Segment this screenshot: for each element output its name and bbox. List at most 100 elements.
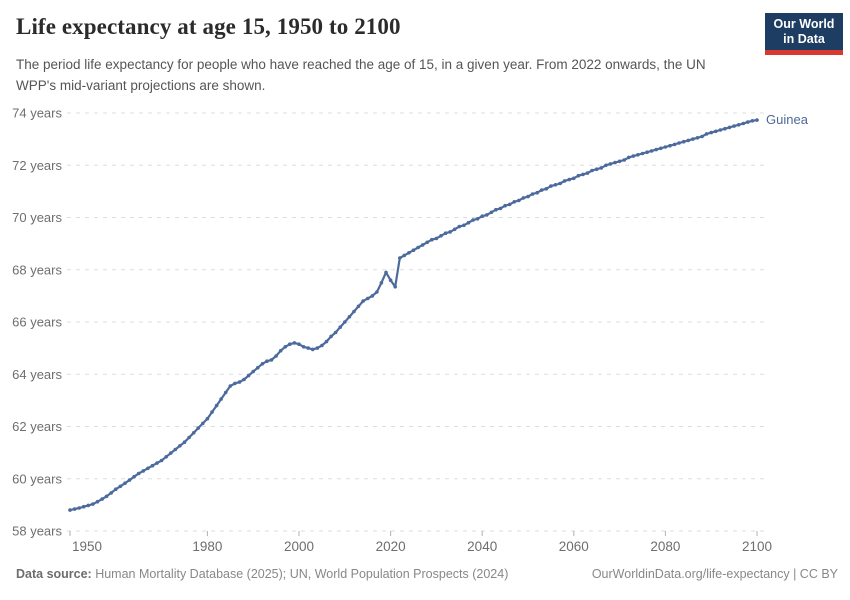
data-point-2074[interactable] [636, 153, 640, 157]
data-point-2006[interactable] [324, 339, 329, 344]
data-point-2043[interactable] [494, 207, 498, 212]
data-point-2047[interactable] [512, 200, 517, 204]
data-point-2019[interactable] [384, 270, 388, 275]
data-point-2078[interactable] [654, 147, 658, 152]
data-point-1960[interactable] [114, 487, 118, 492]
data-point-1966[interactable] [141, 469, 146, 473]
data-point-2028[interactable] [425, 240, 430, 245]
data-point-2036[interactable] [462, 223, 466, 228]
data-point-1974[interactable] [178, 444, 182, 448]
data-point-1968[interactable] [150, 463, 155, 468]
data-point-2024[interactable] [407, 251, 411, 255]
data-point-2068[interactable] [608, 162, 613, 166]
data-point-2088[interactable] [700, 134, 704, 139]
data-point-2065[interactable] [594, 167, 599, 171]
data-point-1961[interactable] [118, 484, 123, 489]
data-point-2095[interactable] [732, 124, 736, 128]
data-point-1984[interactable] [223, 390, 228, 395]
data-point-2070[interactable] [617, 159, 622, 164]
data-point-2069[interactable] [613, 160, 617, 165]
data-point-2097[interactable] [741, 121, 746, 126]
data-point-2048[interactable] [517, 198, 521, 203]
data-point-2002[interactable] [306, 346, 311, 350]
data-point-1975[interactable] [182, 440, 187, 445]
data-point-2049[interactable] [521, 196, 526, 200]
data-point-1957[interactable] [100, 497, 104, 501]
data-point-2037[interactable] [466, 220, 471, 225]
data-point-2085[interactable] [686, 138, 691, 143]
data-point-2059[interactable] [567, 177, 571, 182]
data-point-2023[interactable] [402, 253, 407, 258]
data-point-2005[interactable] [320, 343, 324, 348]
data-point-2052[interactable] [535, 190, 539, 195]
data-point-2071[interactable] [622, 158, 626, 162]
data-point-2100[interactable] [755, 118, 759, 122]
data-point-1964[interactable] [132, 474, 136, 479]
data-point-2053[interactable] [539, 188, 544, 192]
data-point-2067[interactable] [604, 163, 608, 168]
data-point-1969[interactable] [155, 461, 159, 465]
data-point-2008[interactable] [333, 330, 338, 335]
data-point-2026[interactable] [416, 245, 420, 250]
data-point-2054[interactable] [544, 187, 549, 191]
data-point-2042[interactable] [489, 210, 494, 215]
data-point-2083[interactable] [677, 141, 681, 145]
data-point-2045[interactable] [503, 203, 507, 208]
data-point-1994[interactable] [269, 358, 274, 362]
data-point-1950[interactable] [68, 508, 72, 512]
data-point-1998[interactable] [288, 342, 292, 347]
data-point-1999[interactable] [292, 341, 297, 345]
data-point-2030[interactable] [434, 236, 439, 241]
data-point-2086[interactable] [691, 137, 695, 141]
data-point-2046[interactable] [507, 202, 512, 207]
data-point-2081[interactable] [668, 143, 672, 148]
data-point-2015[interactable] [365, 296, 370, 301]
data-point-2004[interactable] [315, 346, 320, 350]
data-point-2055[interactable] [549, 184, 553, 188]
data-point-2060[interactable] [572, 176, 576, 181]
data-point-2063[interactable] [585, 171, 590, 175]
data-point-2077[interactable] [649, 149, 654, 153]
series-end-label-guinea[interactable]: Guinea [766, 112, 809, 127]
data-point-1982[interactable] [214, 403, 219, 408]
data-point-1993[interactable] [265, 359, 269, 364]
data-point-2084[interactable] [681, 139, 686, 144]
data-point-2089[interactable] [704, 132, 709, 136]
data-point-2021[interactable] [393, 284, 398, 289]
data-point-1971[interactable] [164, 455, 168, 459]
data-point-1990[interactable] [251, 369, 255, 374]
data-point-1959[interactable] [109, 491, 113, 495]
data-point-2082[interactable] [672, 142, 677, 147]
data-point-2057[interactable] [558, 181, 562, 186]
data-point-1989[interactable] [246, 373, 251, 378]
data-point-1970[interactable] [159, 458, 164, 463]
data-point-2000[interactable] [297, 342, 301, 347]
data-point-1979[interactable] [201, 421, 205, 426]
data-point-1967[interactable] [146, 466, 150, 471]
data-point-2062[interactable] [581, 172, 585, 177]
data-point-2079[interactable] [659, 146, 663, 151]
data-point-2014[interactable] [361, 299, 365, 303]
data-point-1992[interactable] [260, 362, 265, 366]
data-point-1952[interactable] [77, 506, 81, 510]
data-point-2009[interactable] [338, 325, 343, 330]
data-point-1981[interactable] [210, 410, 214, 414]
data-point-2066[interactable] [599, 166, 604, 170]
data-point-1955[interactable] [91, 502, 95, 506]
data-point-1991[interactable] [255, 365, 260, 370]
data-point-2099[interactable] [750, 119, 755, 123]
data-point-2016[interactable] [370, 294, 375, 298]
data-point-1977[interactable] [191, 431, 196, 435]
data-point-2013[interactable] [356, 304, 361, 309]
data-point-1985[interactable] [228, 384, 233, 388]
data-point-2027[interactable] [420, 243, 425, 247]
data-point-1976[interactable] [187, 435, 191, 440]
data-point-2072[interactable] [627, 155, 631, 160]
data-point-2098[interactable] [746, 120, 750, 124]
data-point-1956[interactable] [95, 499, 100, 504]
data-point-2041[interactable] [485, 213, 489, 217]
data-point-2031[interactable] [439, 234, 443, 238]
data-point-1996[interactable] [278, 348, 283, 353]
data-point-2094[interactable] [727, 125, 732, 130]
data-point-1972[interactable] [169, 451, 173, 455]
